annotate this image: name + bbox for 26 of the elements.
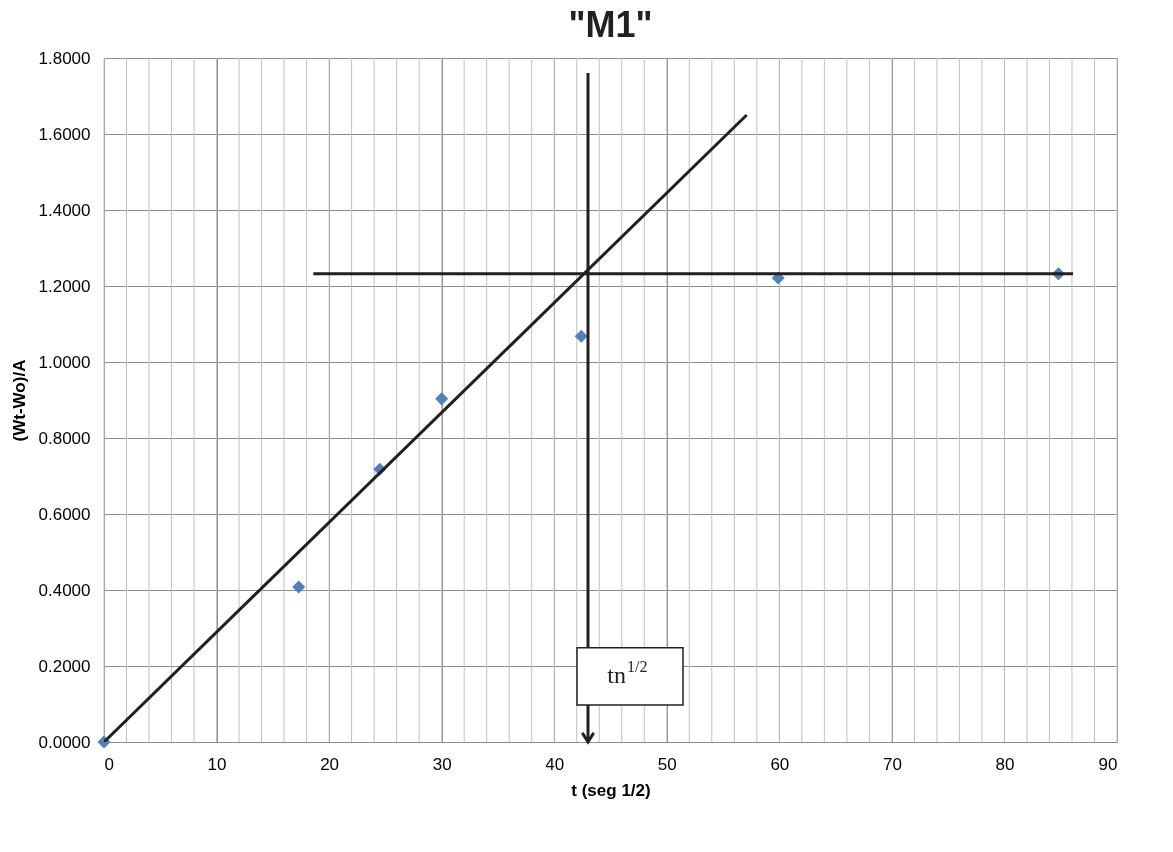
point: [292, 580, 306, 594]
x-tick-label: 70: [882, 754, 902, 774]
y-tick-label: 1.4000: [38, 200, 91, 220]
point: [574, 329, 588, 343]
y-tick-label: 0.2000: [38, 656, 91, 676]
x-tick-label: 60: [770, 754, 790, 774]
chart-title: "M1": [568, 4, 653, 45]
point: [435, 392, 449, 406]
y-axis-title: (Wt-Wo)/A: [9, 359, 29, 442]
y-tick-label: 0.0000: [38, 732, 91, 752]
x-tick-label: 50: [657, 754, 677, 774]
y-tick-label: 1.2000: [38, 276, 91, 296]
y-tick-label: 0.4000: [38, 580, 91, 600]
x-tick-label: 0: [104, 754, 114, 774]
x-axis-title: t (seg 1/2): [571, 780, 651, 800]
x-tick-label: 80: [995, 754, 1015, 774]
x-tick-label: 90: [1098, 754, 1118, 774]
y-tick-label: 1.6000: [38, 124, 91, 144]
y-tick-label: 1.8000: [38, 48, 91, 68]
x-tick-label: 30: [432, 754, 452, 774]
x-tick-label: 20: [320, 754, 340, 774]
x-tick-label: 40: [545, 754, 565, 774]
y-tick-label: 0.6000: [38, 504, 91, 524]
y-tick-label: 1.0000: [38, 352, 91, 372]
y-tick-label: 0.8000: [38, 428, 91, 448]
x-tick-label: 10: [207, 754, 227, 774]
